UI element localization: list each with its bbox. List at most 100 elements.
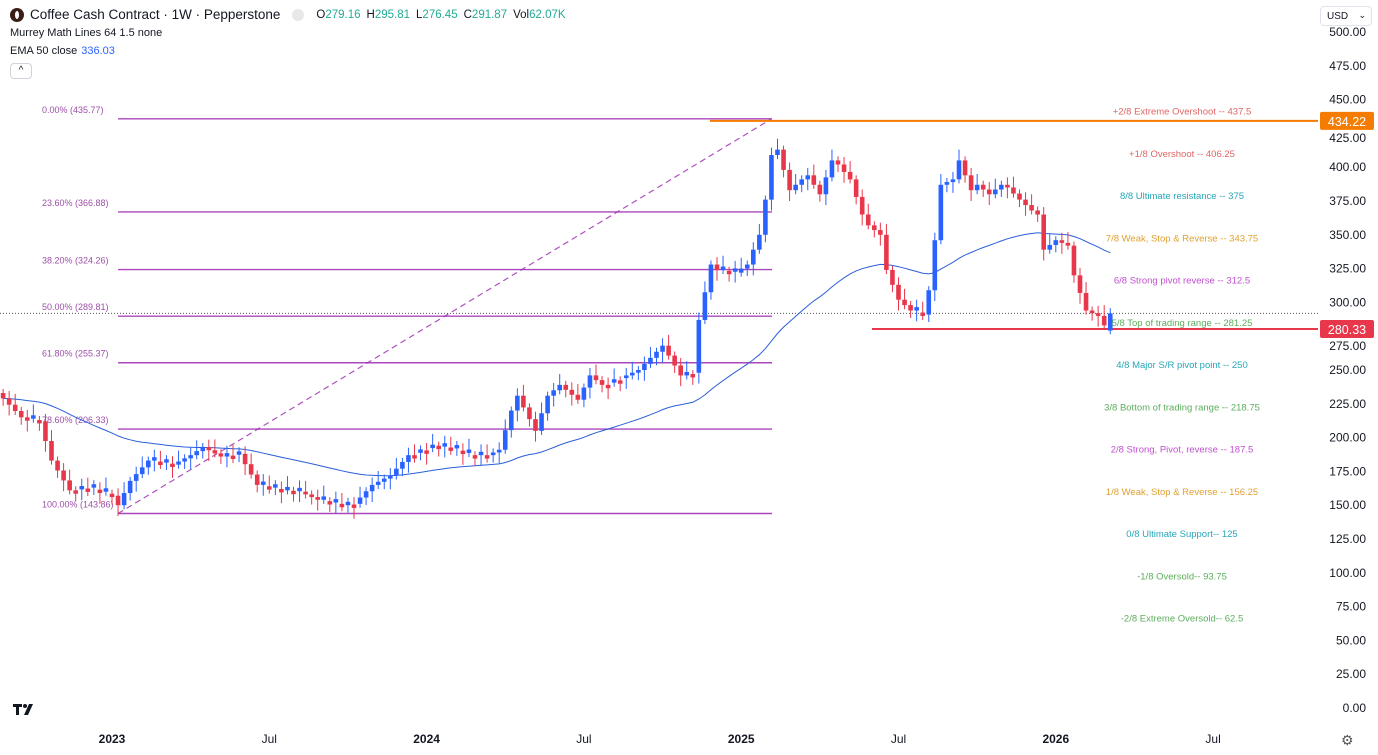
candle-body xyxy=(176,461,181,465)
candle-body xyxy=(775,149,780,156)
collapse-legend-button[interactable]: ^ xyxy=(10,63,32,79)
candle-body xyxy=(738,268,744,273)
time-axis[interactable]: 2023 Jul 2024 Jul 2025 Jul 2026 Jul xyxy=(99,732,1221,746)
price-tick-label: 500.00 xyxy=(1329,25,1366,39)
candle-body xyxy=(720,266,726,270)
candle-body xyxy=(1101,315,1107,326)
candle-body xyxy=(430,444,435,449)
candle-body xyxy=(672,355,677,366)
currency-dropdown[interactable]: USD ⌄ xyxy=(1320,6,1372,26)
candle-body xyxy=(31,415,36,419)
tradingview-logo-icon xyxy=(13,704,33,715)
murrey-level-label: 8/8 Ultimate resistance -- 375 xyxy=(1120,191,1244,202)
candle-body xyxy=(660,345,665,352)
price-tick-label: 350.00 xyxy=(1329,228,1366,242)
symbol-title[interactable]: Coffee Cash Contract · 1W · Pepperstone xyxy=(30,7,281,22)
candle-body xyxy=(496,449,502,453)
candle-body xyxy=(593,375,599,381)
indicator-ema[interactable]: EMA 50 close 336.03 xyxy=(10,45,115,57)
close-label: C xyxy=(463,8,472,21)
candle-body xyxy=(714,264,720,270)
candle-body xyxy=(950,179,956,183)
candles xyxy=(0,138,1113,519)
murrey-level-label: 3/8 Bottom of trading range -- 218.75 xyxy=(1104,402,1260,413)
indicator-murrey[interactable]: Murrey Math Lines 64 1.5 none xyxy=(10,27,163,39)
candle-body xyxy=(515,395,520,411)
candle-body xyxy=(678,365,683,376)
murrey-level-label: 4/8 Major S/R pivot point -- 250 xyxy=(1116,360,1247,371)
price-label-badge xyxy=(1320,111,1374,130)
tradingview-logo[interactable] xyxy=(13,700,37,721)
price-tick-label: 400.00 xyxy=(1329,160,1366,174)
candle-body xyxy=(557,384,562,391)
candle-body xyxy=(158,461,163,465)
price-tick-label: 275.00 xyxy=(1329,339,1366,353)
murrey-level-label: 2/8 Strong, Pivot, reverse -- 187.5 xyxy=(1111,445,1254,456)
candle-body xyxy=(551,390,556,396)
candle-body xyxy=(43,421,48,441)
candle-body xyxy=(908,305,913,311)
candle-body xyxy=(563,384,569,390)
candle-body xyxy=(1083,292,1089,311)
candle-body xyxy=(460,450,466,455)
candle-body xyxy=(375,481,381,485)
candle-body xyxy=(732,268,738,272)
horizontal-lines[interactable] xyxy=(0,119,1318,330)
candle-body xyxy=(817,184,823,195)
candle-body xyxy=(684,372,690,376)
candle-body xyxy=(260,481,266,485)
time-tick-label: Jul xyxy=(1205,732,1220,746)
candle-body xyxy=(0,392,6,399)
candle-body xyxy=(442,443,448,447)
candle-body xyxy=(103,488,109,492)
candle-body xyxy=(986,189,992,195)
candle-body xyxy=(297,487,302,492)
fib-retracement[interactable]: 0.00% (435.77) 23.60% (366.88) 38.20% (324… xyxy=(42,105,772,515)
price-label-text: 280.33 xyxy=(1328,323,1366,337)
candle-body xyxy=(236,451,242,455)
candle-body xyxy=(363,491,369,498)
murrey-level-label: 5/8 Top of trading range -- 281.25 xyxy=(1112,318,1253,329)
candle-body xyxy=(67,480,72,491)
price-axis[interactable]: 500.00 475.00 450.00 425.00 400.00 375.00 350.… xyxy=(1320,25,1374,715)
candle-body xyxy=(502,430,508,450)
candle-body xyxy=(787,169,792,191)
candle-body xyxy=(1023,199,1028,206)
murrey-math-labels: +2/8 Extreme Overshoot -- 437.5 +1/8 Over… xyxy=(1104,107,1260,625)
settings-gear-icon[interactable]: ⚙ xyxy=(1341,732,1354,748)
candle-body xyxy=(478,451,484,456)
price-tick-label: 75.00 xyxy=(1336,600,1366,614)
candle-body xyxy=(121,493,127,506)
chevron-down-icon: ⌄ xyxy=(1358,10,1366,20)
candle-body xyxy=(152,457,157,461)
candle-body xyxy=(273,484,278,488)
fib-level-label: 78.60% (206.33) xyxy=(42,415,109,425)
vol-label: Vol xyxy=(513,8,530,21)
candle-body xyxy=(599,380,605,385)
candle-body xyxy=(218,453,224,457)
candle-body xyxy=(91,484,97,488)
candle-body xyxy=(1053,240,1059,245)
candle-body xyxy=(872,225,877,231)
candle-body xyxy=(914,307,919,311)
candle-body xyxy=(267,486,272,490)
candle-body xyxy=(369,484,375,492)
candle-body xyxy=(968,175,974,191)
price-tick-label: 225.00 xyxy=(1329,397,1366,411)
candle-body xyxy=(938,184,944,241)
candle-body xyxy=(291,490,296,495)
candle-body xyxy=(109,493,115,498)
candle-body xyxy=(1071,245,1077,276)
candle-body xyxy=(18,411,24,418)
candle-body xyxy=(230,455,236,460)
candle-body xyxy=(859,196,865,215)
candle-body xyxy=(926,290,932,315)
candle-body xyxy=(248,464,254,475)
candle-body xyxy=(115,495,121,506)
ohlc-values: O279.16 H295.81 L276.45 C291.87 Vol62.07… xyxy=(316,9,565,21)
candle-body xyxy=(79,486,85,490)
high-value: 295.81 xyxy=(374,8,411,21)
candle-body xyxy=(436,445,441,450)
fib-level-label: 0.00% (435.77) xyxy=(42,105,104,115)
